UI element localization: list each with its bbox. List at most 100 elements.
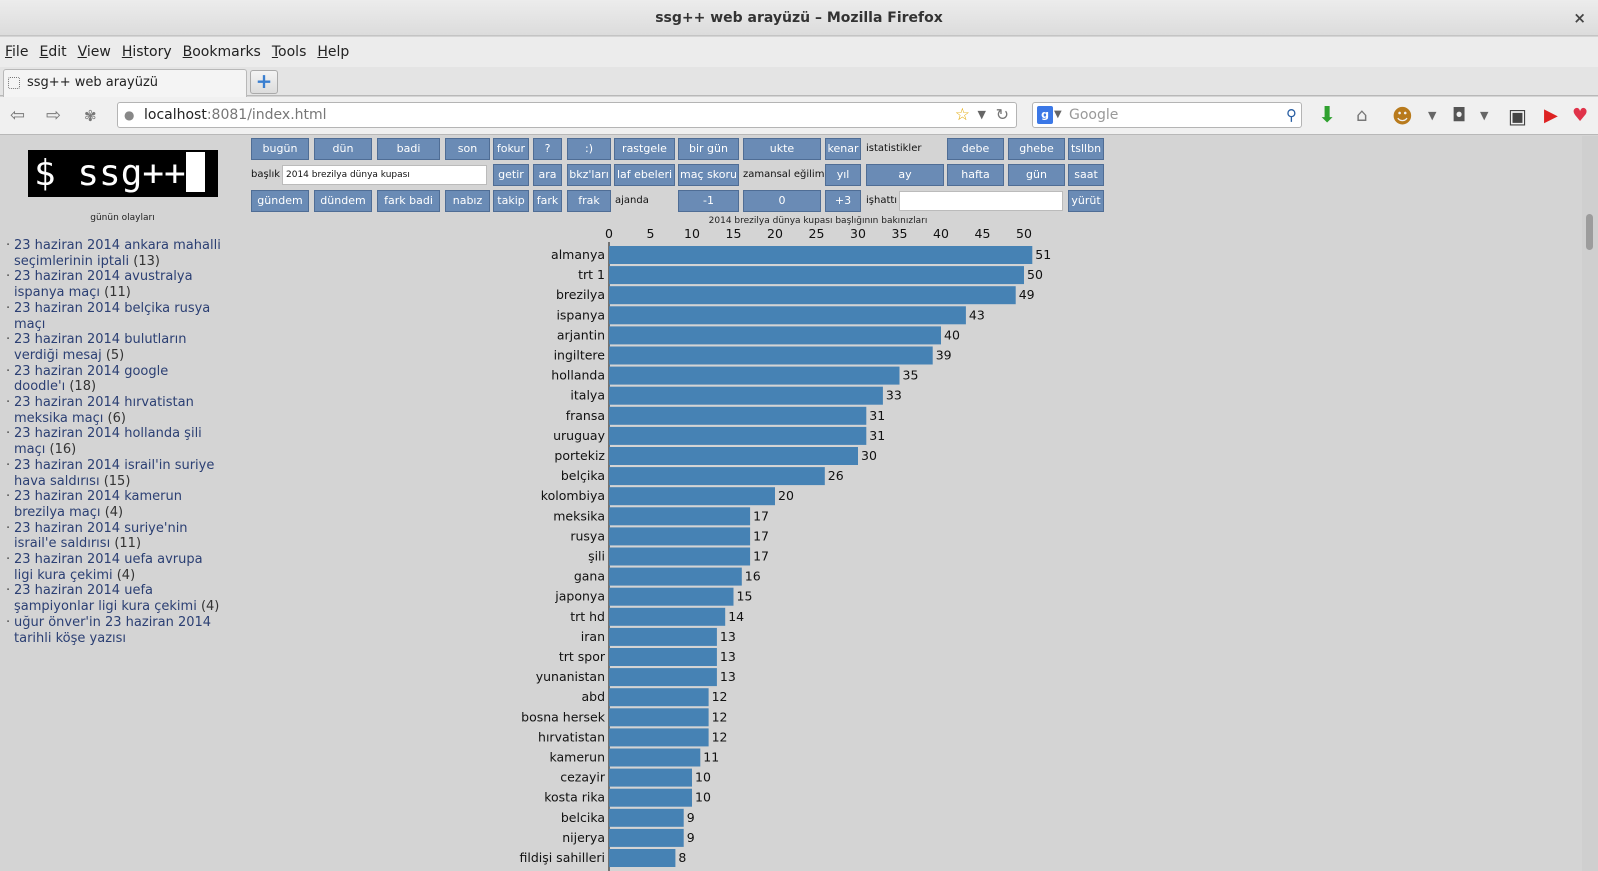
bar[interactable] [609,266,1024,285]
getir-button[interactable]: getir [493,164,529,186]
baslik-input[interactable] [282,165,487,185]
yil-button[interactable]: yıl [825,164,861,186]
ay-button[interactable]: ay [866,164,944,186]
scrollbar-thumb[interactable] [1586,214,1593,250]
ssg-logo[interactable]: $ ssg++ [28,150,218,197]
reload-icon[interactable]: ↻ [995,105,1009,124]
bar[interactable] [609,246,1033,264]
bir-gun-button[interactable]: bir gün [678,138,739,160]
bookmark-star-icon[interactable]: ☆ [954,105,970,125]
kenar-button[interactable]: kenar [825,138,861,160]
menu-help[interactable]: Help [317,44,350,60]
event-link[interactable]: uğur önver'in 23 haziran 2014 tarihli kö… [14,614,212,646]
gundem-button[interactable]: gündem [251,190,309,212]
bar[interactable] [609,828,684,847]
dun-button[interactable]: dün [314,138,372,160]
bar[interactable] [609,708,709,727]
saat-button[interactable]: saat [1068,164,1104,186]
bar[interactable] [609,607,726,626]
bar[interactable] [609,567,742,586]
bar[interactable] [609,688,709,707]
menu-history[interactable]: History [121,44,172,60]
ara-button[interactable]: ara [533,164,562,186]
browser-tab[interactable]: ssg++ web arayüzü [3,69,247,97]
new-tab-button[interactable]: + [250,70,278,94]
search-bar[interactable]: g ▼ Google ⚲ [1032,102,1302,128]
site-info-icon[interactable]: ● [124,108,135,122]
search-engine-dropdown-icon[interactable]: ▼ [1054,109,1062,120]
fark-button[interactable]: fark [533,190,562,212]
identity-icon[interactable]: ✾ [84,107,97,125]
ishatti-input[interactable] [899,191,1063,211]
search-input[interactable]: Google [1069,107,1119,123]
event-link[interactable]: 23 haziran 2014 israil'in suriye hava sa… [14,457,215,489]
greasemonkey-icon[interactable]: ☻ [1392,104,1413,128]
bar[interactable] [609,326,941,345]
extension-dropdown-icon[interactable]: ▼ [1428,109,1437,122]
search-icon[interactable]: ⚲ [1286,106,1297,124]
close-window-button[interactable]: × [1573,9,1586,27]
zero-button[interactable]: 0 [743,190,821,212]
pocket-icon[interactable]: ◘ [1452,105,1467,126]
bar[interactable] [609,547,751,566]
tsllbn-button[interactable]: tsllbn [1068,138,1104,160]
bar[interactable] [609,447,858,465]
ukte-button[interactable]: ukte [743,138,821,160]
frak-button[interactable]: frak [567,190,611,212]
bar[interactable] [609,668,717,687]
bar[interactable] [609,627,717,646]
bar[interactable] [609,527,751,546]
bar[interactable] [609,768,692,787]
fark-badi-button[interactable]: fark badi [377,190,440,212]
mac-skoru-button[interactable]: maç skoru [678,164,739,186]
download-arrow-icon[interactable]: ⬇ [1318,103,1337,128]
bar[interactable] [609,346,933,365]
bar[interactable] [609,386,883,405]
event-link[interactable]: 23 haziran 2014 ankara mahalli seçimleri… [14,238,221,269]
son-button[interactable]: son [445,138,490,160]
plus-three-button[interactable]: +3 [825,190,861,212]
bugun-button[interactable]: bugün [251,138,309,160]
bar[interactable] [609,426,867,445]
yurut-button[interactable]: yürüt [1068,190,1104,212]
laf-ebeleri-button[interactable]: laf ebeleri [614,164,675,186]
bar[interactable] [609,788,692,807]
google-search-engine-icon[interactable]: g [1037,106,1053,124]
event-link[interactable]: 23 haziran 2014 hırvatistan meksika maçı [14,395,194,426]
debe-button[interactable]: debe [947,138,1004,160]
url-bar[interactable]: ● localhost:8081/index.html ☆ ▼ ↻ [117,102,1017,128]
bar[interactable] [609,849,676,867]
question-button[interactable]: ? [533,138,562,160]
takip-button[interactable]: takip [493,190,529,212]
bar[interactable] [609,306,966,325]
event-link[interactable]: 23 haziran 2014 bulutların verdiği mesaj [14,332,187,363]
page-scrollbar[interactable] [1582,136,1598,871]
pocket-dropdown-icon[interactable]: ▼ [1480,109,1489,122]
event-link[interactable]: 23 haziran 2014 kamerun brezilya maçı [14,489,182,520]
bkzlari-button[interactable]: bkz'ları [567,164,611,186]
forward-icon[interactable]: ⇨ [46,105,62,126]
event-link[interactable]: 23 haziran 2014 hollanda şili maçı [14,426,202,458]
event-link[interactable]: 23 haziran 2014 suriye'nin israil'e sald… [14,520,188,552]
bar[interactable] [609,487,775,506]
smiley-button[interactable]: :) [567,138,611,160]
rastgele-button[interactable]: rastgele [614,138,675,160]
event-link[interactable]: 23 haziran 2014 avustralya ispanya maçı [14,269,193,301]
event-link[interactable]: 23 haziran 2014 uefa avrupa ligi kura çe… [14,552,203,583]
url-dropdown-icon[interactable]: ▼ [977,108,986,121]
bar[interactable] [609,587,734,606]
bar[interactable] [609,648,717,666]
gun-button[interactable]: gün [1008,164,1065,186]
event-link[interactable]: 23 haziran 2014 belçika rusya maçı [14,300,211,332]
menu-tools[interactable]: Tools [271,44,307,60]
hafta-button[interactable]: hafta [947,164,1004,186]
back-icon[interactable]: ⇦ [10,105,26,126]
menu-bookmarks[interactable]: Bookmarks [182,44,261,60]
badi-button[interactable]: badi [377,138,440,160]
bar[interactable] [609,406,867,425]
save-to-pocket-icon[interactable]: ♥ [1572,105,1589,126]
menu-edit[interactable]: Edit [39,44,67,60]
ghebe-button[interactable]: ghebe [1008,138,1065,160]
event-link[interactable]: 23 haziran 2014 uefa şampiyonlar ligi ku… [14,583,197,615]
bar[interactable] [609,467,825,486]
